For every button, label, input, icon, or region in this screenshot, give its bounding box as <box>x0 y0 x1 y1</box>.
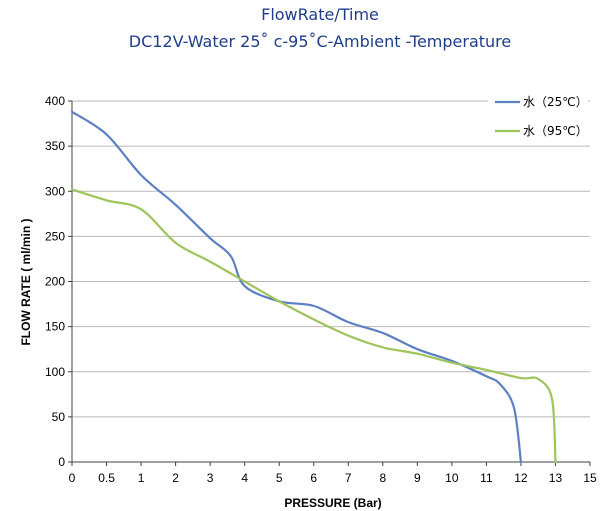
x-tick-label: 2 <box>172 471 179 485</box>
x-tick-label: 11 <box>480 471 493 485</box>
chart-subtitle: DC12V-Water 25˚ c-95˚C-Ambient -Temperat… <box>129 32 511 51</box>
chart-title: FlowRate/Time <box>261 5 379 24</box>
x-tick-label: 9 <box>414 471 421 485</box>
legend-label-95c: 水（95℃） <box>523 124 588 138</box>
x-tick-label: 6 <box>310 471 317 485</box>
y-tick-label: 300 <box>45 184 65 198</box>
y-tick-label: 100 <box>45 365 65 379</box>
y-tick-label: 250 <box>45 229 65 243</box>
series-layer <box>70 110 557 464</box>
legend-background <box>488 90 588 142</box>
series-line-95c <box>70 188 557 464</box>
y-tick-label: 400 <box>45 94 65 108</box>
grid-layer <box>72 100 590 418</box>
x-tick-label: 3 <box>207 471 214 485</box>
x-tick-label: 5 <box>276 471 283 485</box>
legend-label-25c: 水（25℃） <box>523 95 588 109</box>
x-tick-label: 4 <box>241 471 248 485</box>
legend: 水（25℃） 水（95℃） <box>488 90 588 142</box>
y-tick-label: 50 <box>52 410 66 424</box>
y-tick-label: 150 <box>45 320 65 334</box>
x-tick-label: 0 <box>69 471 76 485</box>
x-tick-label: 7 <box>345 471 352 485</box>
x-tick-label: 10 <box>445 471 459 485</box>
x-tick-label: 12 <box>514 471 528 485</box>
y-tick-label: 200 <box>45 275 65 289</box>
y-tick-label: 350 <box>45 139 65 153</box>
x-tick-label: 0.5 <box>98 471 115 485</box>
x-tick-label: 8 <box>379 471 386 485</box>
x-axis-title: PRESSURE (Bar) <box>284 496 381 510</box>
x-tick-label: 13 <box>549 471 563 485</box>
x-tick-label: 15 <box>583 471 597 485</box>
y-tick-label: 0 <box>58 455 65 469</box>
x-tick-label: 1 <box>138 471 145 485</box>
series-line-25c <box>70 110 523 464</box>
y-axis-title: FLOW RATE ( ml/min ) <box>19 218 33 345</box>
